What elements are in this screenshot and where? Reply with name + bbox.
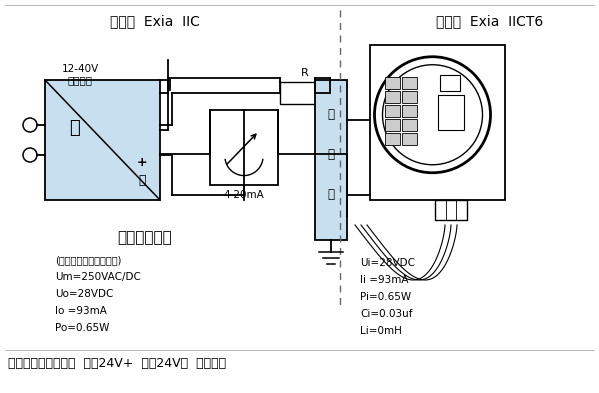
- Text: 栅: 栅: [328, 189, 334, 202]
- Bar: [385, 119, 400, 131]
- Text: Ci=0.03uf: Ci=0.03uf: [360, 309, 413, 319]
- Text: Ui=28VDC: Ui=28VDC: [360, 258, 415, 268]
- Bar: [385, 133, 400, 145]
- Bar: [45, 80, 160, 200]
- Text: 安全区  Exia  IIC: 安全区 Exia IIC: [110, 14, 200, 28]
- Circle shape: [374, 57, 491, 173]
- Bar: [385, 91, 400, 103]
- Bar: [440, 75, 459, 91]
- Bar: [401, 77, 416, 89]
- Bar: [315, 80, 347, 240]
- Bar: [437, 95, 464, 130]
- Text: －: －: [138, 173, 146, 187]
- Text: 安: 安: [328, 108, 334, 121]
- Text: Io =93mA: Io =93mA: [55, 306, 107, 316]
- Text: 注：一体化接线方式  红：24V+  蓝：24V－  黑：接地: 注：一体化接线方式 红：24V+ 蓝：24V－ 黑：接地: [8, 357, 226, 370]
- Circle shape: [383, 65, 483, 165]
- Bar: [280, 82, 330, 104]
- Bar: [401, 91, 416, 103]
- Text: ～: ～: [69, 119, 80, 137]
- Bar: [210, 110, 278, 185]
- Text: Uo=28VDC: Uo=28VDC: [55, 289, 113, 299]
- Bar: [435, 200, 467, 220]
- Text: 本安型接线图: 本安型接线图: [117, 230, 173, 245]
- Text: (参见安全栅适用说明书): (参见安全栅适用说明书): [55, 255, 122, 265]
- Bar: [401, 119, 416, 131]
- Text: 12-40V: 12-40V: [61, 64, 99, 74]
- Bar: [401, 105, 416, 117]
- Text: +: +: [137, 156, 147, 169]
- Text: Ii =93mA: Ii =93mA: [360, 275, 409, 285]
- Text: Po=0.65W: Po=0.65W: [55, 323, 110, 333]
- Text: 4-20mA: 4-20mA: [223, 190, 264, 200]
- Text: R: R: [301, 68, 309, 78]
- Text: 直流电源: 直流电源: [68, 75, 92, 85]
- Text: 全: 全: [328, 149, 334, 162]
- Text: Um=250VAC/DC: Um=250VAC/DC: [55, 272, 141, 282]
- Bar: [385, 77, 400, 89]
- Bar: [401, 133, 416, 145]
- Bar: [385, 105, 400, 117]
- Bar: [370, 45, 505, 200]
- Text: Pi=0.65W: Pi=0.65W: [360, 292, 411, 302]
- Text: 危险区  Exia  IICT6: 危险区 Exia IICT6: [437, 14, 544, 28]
- Circle shape: [23, 118, 37, 132]
- Text: Li=0mH: Li=0mH: [360, 326, 402, 336]
- Circle shape: [23, 148, 37, 162]
